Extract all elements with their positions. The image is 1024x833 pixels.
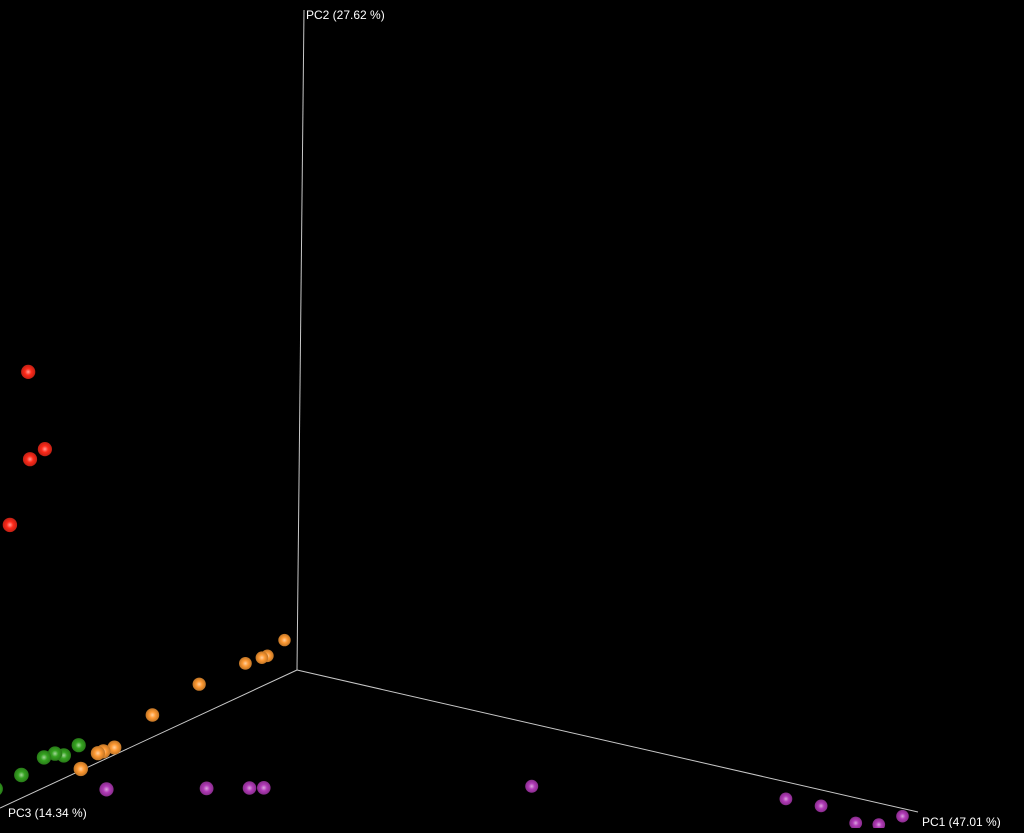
data-point[interactable]	[278, 633, 291, 647]
data-point[interactable]	[2, 517, 18, 533]
data-point[interactable]	[242, 781, 257, 795]
data-point[interactable]	[896, 809, 909, 823]
axis-pc3-line	[0, 669, 298, 809]
data-point[interactable]	[22, 452, 38, 467]
data-point[interactable]	[0, 782, 3, 797]
axis-pc2-label: PC2 (27.62 %)	[306, 8, 385, 22]
data-point[interactable]	[73, 761, 89, 777]
data-point[interactable]	[21, 364, 36, 379]
data-point[interactable]	[192, 677, 206, 691]
data-point[interactable]	[107, 740, 122, 755]
data-point[interactable]	[257, 781, 271, 795]
data-point[interactable]	[36, 750, 52, 765]
axes: PC2 (27.62 %) PC1 (47.01 %) PC3 (14.34 %…	[0, 8, 1001, 829]
data-point[interactable]	[47, 746, 63, 761]
data-point[interactable]	[814, 799, 828, 813]
data-point[interactable]	[255, 651, 269, 664]
data-point[interactable]	[145, 708, 160, 722]
data-point[interactable]	[99, 782, 114, 797]
data-point[interactable]	[239, 657, 252, 670]
data-point[interactable]	[90, 746, 105, 761]
axis-pc3-label: PC3 (14.34 %)	[8, 806, 87, 820]
axis-pc1-line	[296, 669, 919, 813]
data-point[interactable]	[199, 781, 214, 796]
data-point[interactable]	[872, 818, 886, 831]
data-point[interactable]	[525, 779, 539, 793]
axis-pc2-line	[296, 9, 305, 671]
data-point[interactable]	[849, 816, 863, 830]
data-point[interactable]	[71, 738, 86, 753]
data-point[interactable]	[779, 792, 793, 806]
data-point[interactable]	[37, 442, 53, 457]
data-point[interactable]	[14, 767, 29, 783]
points[interactable]	[0, 364, 909, 831]
axis-pc1-label: PC1 (47.01 %)	[922, 815, 1001, 828]
